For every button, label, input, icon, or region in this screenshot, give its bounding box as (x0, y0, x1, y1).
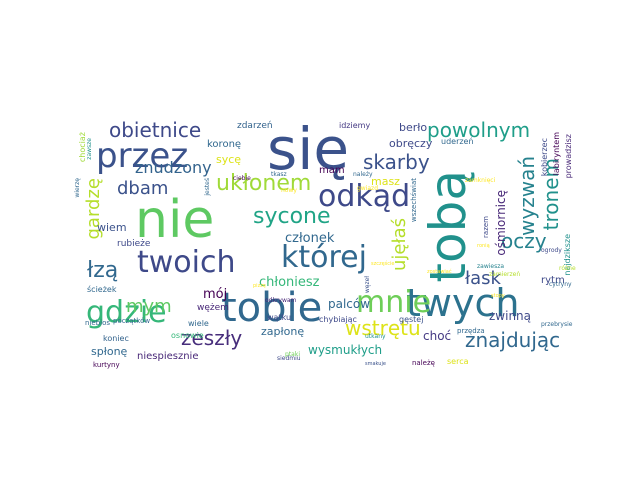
cloud-word: zeszły (181, 326, 243, 350)
cloud-word: labiryntem (552, 132, 561, 176)
cloud-word: masz (371, 175, 400, 188)
cloud-word: się (267, 118, 350, 183)
cloud-word: ogrody (541, 247, 562, 254)
cloud-word: należę (412, 359, 435, 367)
cloud-word: obręczy (389, 137, 433, 150)
cloud-word: siedmiu (277, 355, 301, 362)
cloud-word: ośmiornicę (494, 190, 508, 256)
cloud-word: serca (447, 357, 469, 366)
cloud-word: przez (96, 136, 189, 176)
cloud-word: przebrysie (541, 321, 573, 328)
cloud-word: zamknięci (465, 177, 496, 184)
cloud-word: sycę (216, 153, 242, 166)
cloud-word: ukłonem (216, 171, 312, 196)
cloud-word: wężem (197, 303, 229, 313)
cloud-word: zwinną (489, 309, 532, 323)
cloud-word: początków (113, 317, 151, 325)
cloud-word: zapłonę (261, 325, 305, 338)
cloud-word: kurtyny (93, 361, 120, 369)
cloud-word: osnowie (171, 331, 204, 340)
cloud-word: łask (465, 268, 501, 289)
cloud-word: tobą (419, 170, 477, 283)
cloud-word: ptaki (285, 351, 300, 358)
cloud-word: tobie (221, 285, 323, 331)
cloud-word: niespiesznie (137, 351, 199, 362)
cloud-word: kobierzec (540, 138, 549, 177)
cloud-word: ścieżek (87, 285, 117, 294)
cloud-word: koronę (207, 139, 242, 150)
cloud-word: nie (135, 190, 215, 250)
cloud-word: ronią (477, 243, 490, 249)
cloud-word: mój (203, 287, 228, 302)
cloud-word: łzą (87, 258, 119, 283)
cloud-word: zostawiać (427, 269, 452, 275)
cloud-word: dbam (117, 178, 169, 199)
cloud-word: zawiesza (477, 263, 505, 270)
cloud-word: stopy (491, 293, 505, 299)
cloud-word: twoich (137, 245, 236, 280)
cloud-word: członek (285, 231, 335, 246)
cloud-word: znudzony (135, 158, 212, 177)
cloud-word: rubieże (117, 239, 151, 249)
cloud-word: mnie (356, 285, 432, 320)
cloud-word: powolnym (427, 118, 531, 142)
cloud-word: wstrętu (345, 316, 421, 340)
cloud-word: spłonę (91, 345, 128, 358)
cloud-word: palców (328, 297, 371, 311)
cloud-word: wszechświat (410, 178, 418, 222)
cloud-word: chybiając (319, 315, 357, 324)
cloud-word: chłoniesz (259, 275, 320, 290)
cloud-word: gwiazd (357, 185, 379, 192)
cloud-word: której (281, 240, 367, 275)
cloud-word: wiem (97, 221, 127, 234)
cloud-word: idziemy (339, 121, 371, 130)
cloud-word: wysmukłych (308, 343, 383, 357)
cloud-word: przędza (457, 327, 485, 335)
cloud-word: znajdując (465, 328, 561, 352)
cloud-word: wierzę (74, 178, 81, 198)
cloud-word: rytm (541, 275, 565, 286)
cloud-word: wiele (188, 319, 209, 328)
cloud-word: wątku (267, 313, 292, 322)
cloud-word: razem (482, 216, 490, 238)
cloud-word: uderzeń (441, 137, 474, 146)
cloud-word: odkrywam (265, 297, 297, 304)
cloud-word: wyzwań (515, 156, 539, 236)
cloud-word: należy (353, 171, 373, 178)
cloud-word: węzeł (364, 276, 371, 294)
cloud-word: niebios (85, 319, 111, 327)
cloud-word: zamierzeń (489, 271, 521, 278)
cloud-word: sycone (253, 204, 331, 229)
cloud-word: tkasz (271, 171, 287, 178)
cloud-word: szczęście (371, 261, 395, 267)
cloud-word: różne (559, 265, 576, 272)
cloud-word: utkany (365, 333, 386, 340)
cloud-word: skarby (363, 150, 430, 174)
cloud-word: cytryny (549, 281, 572, 288)
cloud-word: zawsze (86, 138, 93, 160)
cloud-word: berło (399, 121, 428, 134)
cloud-word: mam (319, 165, 345, 176)
cloud-word: odkąd (318, 179, 411, 214)
cloud-word: mym (126, 296, 172, 317)
cloud-word: zdarzeń (237, 121, 273, 131)
cloud-word: ciebie (233, 175, 251, 182)
cloud-word: pizzę (253, 283, 266, 289)
cloud-word: gdzie (86, 295, 167, 330)
cloud-word: twych (406, 281, 520, 325)
cloud-word: obietnice (109, 118, 202, 142)
cloud-word: nowy (281, 187, 297, 194)
cloud-word: gęstej (399, 315, 424, 324)
cloud-word: jesteś (204, 178, 211, 196)
cloud-word: smakuje (365, 361, 386, 367)
cloud-word: koniec (103, 334, 129, 343)
cloud-word: prowadzisz (564, 134, 573, 179)
cloud-word: oczy (501, 229, 547, 253)
word-cloud: się nie tobą tobie twych przez odkąd two… (71, 118, 578, 371)
cloud-word: choć (423, 329, 452, 343)
